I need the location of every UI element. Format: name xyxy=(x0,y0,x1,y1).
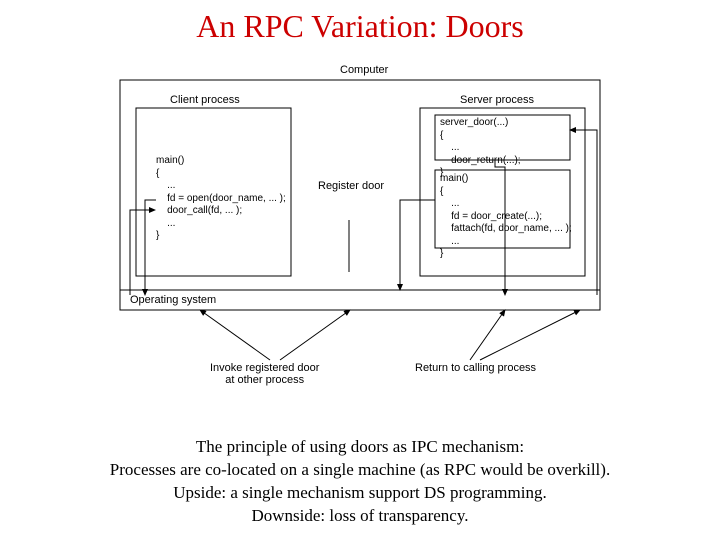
doors-diagram: Computer Client process Server process R… xyxy=(100,60,620,390)
caption-line-4: Downside: loss of transparency. xyxy=(251,506,468,525)
label-return: Return to calling process xyxy=(415,362,536,374)
code-client-main: main() { ... fd = open(door_name, ... );… xyxy=(156,155,286,243)
code-server-door: server_door(...) { ... door_return(...);… xyxy=(440,117,521,180)
caption-line-3: Upside: a single mechanism support DS pr… xyxy=(173,483,546,502)
label-invoke: Invoke registered door at other process xyxy=(210,362,319,386)
caption-line-2: Processes are co-located on a single mac… xyxy=(110,460,610,479)
slide-caption: The principle of using doors as IPC mech… xyxy=(0,436,720,528)
caption-line-1: The principle of using doors as IPC mech… xyxy=(196,437,524,456)
label-server: Server process xyxy=(460,94,534,106)
label-os: Operating system xyxy=(130,294,216,306)
slide-title: An RPC Variation: Doors xyxy=(0,8,720,45)
label-computer: Computer xyxy=(340,64,388,76)
label-register: Register door xyxy=(318,180,384,192)
code-server-main: main() { ... fd = door_create(...); fatt… xyxy=(440,173,572,261)
label-client: Client process xyxy=(170,94,240,106)
